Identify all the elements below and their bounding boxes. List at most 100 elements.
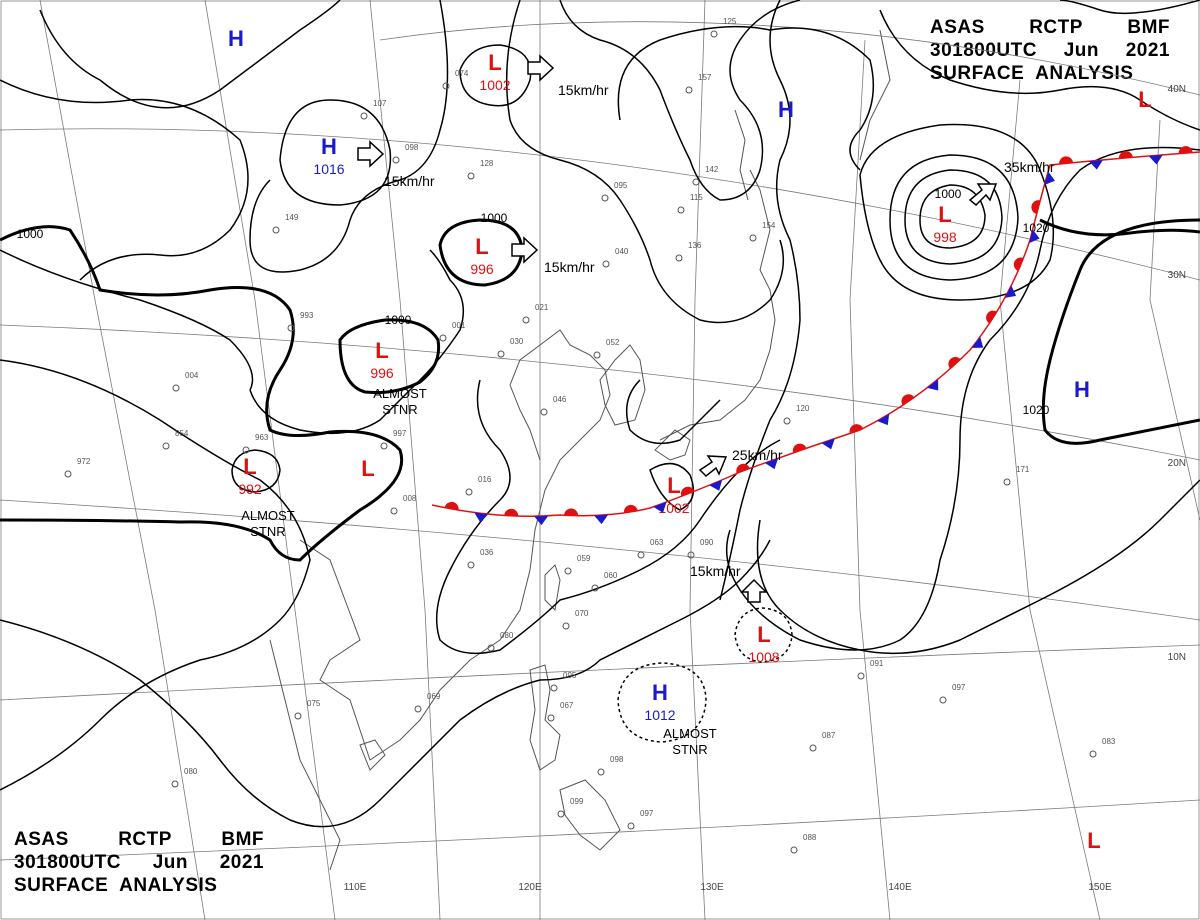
station-marker bbox=[162, 442, 170, 450]
warm-front-symbol bbox=[444, 501, 459, 511]
station-value: 069 bbox=[427, 692, 441, 701]
station-marker bbox=[627, 822, 635, 830]
station-value: 095 bbox=[563, 671, 577, 680]
station-marker bbox=[562, 622, 570, 630]
meridian bbox=[689, 0, 706, 920]
header-line-3: SURFACE ANALYSIS bbox=[14, 874, 264, 897]
station-value: 095 bbox=[614, 181, 628, 190]
map-annotations: 110E 120E 130E 140E 150E 40N 30N 20N 10N 1000 1000… bbox=[17, 17, 1193, 893]
lat-label: 40N bbox=[1168, 84, 1186, 95]
coast-kamchatka bbox=[859, 29, 891, 161]
isobar-label: 1020 bbox=[1023, 221, 1050, 235]
station-value: 083 bbox=[1102, 737, 1116, 746]
warm-front-symbol bbox=[1118, 151, 1133, 159]
station-marker bbox=[171, 780, 179, 788]
station-marker bbox=[1089, 750, 1097, 758]
coast-philippines-south bbox=[559, 779, 621, 851]
station-value: 171 bbox=[1016, 465, 1030, 474]
high-center-letter: H bbox=[1074, 377, 1090, 402]
station-value: 021 bbox=[535, 303, 549, 312]
station-value: 046 bbox=[553, 395, 567, 404]
header-line-3: SURFACE ANALYSIS bbox=[930, 62, 1170, 85]
station-value: 008 bbox=[403, 494, 417, 503]
header-bottom-left: ASAS RCTP BMF 301800UTC Jun 2021 SURFACE… bbox=[14, 828, 264, 897]
warm-front-symbol bbox=[901, 394, 915, 406]
stationary-front bbox=[431, 151, 1200, 517]
station-marker bbox=[242, 446, 250, 454]
station-marker bbox=[591, 584, 599, 592]
motion-note: STNR bbox=[250, 524, 285, 539]
isobar-1008 bbox=[734, 607, 793, 663]
lon-label: 150E bbox=[1088, 882, 1112, 893]
isobar-1020-arc bbox=[1039, 218, 1200, 237]
pressure-value: 996 bbox=[370, 365, 394, 381]
station-marker bbox=[540, 408, 548, 416]
station-marker bbox=[442, 82, 450, 90]
isobar bbox=[625, 379, 721, 445]
high-center-letter: H bbox=[778, 97, 794, 122]
coast-taiwan bbox=[544, 564, 561, 612]
station-marker bbox=[564, 567, 572, 575]
station-value: 060 bbox=[604, 571, 618, 580]
station-marker bbox=[601, 194, 609, 202]
pressure-value: 1002 bbox=[479, 77, 510, 93]
station-value: 115 bbox=[690, 193, 703, 202]
warm-front-symbol bbox=[564, 508, 579, 516]
meridian bbox=[369, 0, 441, 920]
motion-note: ALMOST bbox=[663, 726, 717, 741]
station-marker bbox=[687, 551, 695, 559]
isobar bbox=[39, 0, 341, 109]
isobar bbox=[505, 0, 785, 324]
high-center-letter: H bbox=[228, 26, 244, 51]
station-value: 067 bbox=[560, 701, 574, 710]
motion-arrow-icon bbox=[968, 183, 998, 207]
station-value: 080 bbox=[500, 631, 514, 640]
warm-front-symbol bbox=[986, 310, 997, 324]
warm-front-symbol bbox=[736, 463, 750, 474]
meridian bbox=[849, 39, 891, 920]
low-center-letter: L bbox=[475, 234, 488, 259]
cold-front-symbol bbox=[653, 501, 667, 513]
speed-label: 15km/hr bbox=[690, 563, 741, 579]
high-center-letter: H bbox=[652, 680, 668, 705]
isobar-1020 bbox=[1041, 218, 1200, 445]
motion-note: ALMOST bbox=[373, 386, 427, 401]
lon-label: 110E bbox=[344, 882, 367, 893]
isobar-1000 bbox=[338, 318, 441, 394]
station-value: 075 bbox=[307, 699, 321, 708]
station-marker bbox=[557, 810, 565, 818]
station-marker bbox=[597, 768, 605, 776]
isobar bbox=[617, 25, 875, 171]
isobar bbox=[649, 462, 695, 511]
station-marker bbox=[414, 705, 422, 713]
meridian bbox=[39, 0, 206, 920]
station-marker bbox=[710, 30, 718, 38]
isobar bbox=[0, 79, 249, 281]
warm-front-symbol bbox=[849, 424, 864, 434]
high-center-letter: H bbox=[321, 134, 337, 159]
station-marker bbox=[272, 226, 280, 234]
isobar bbox=[1059, 0, 1200, 15]
cold-front-symbol bbox=[1089, 159, 1103, 170]
low-center-letter: L bbox=[243, 454, 256, 479]
isobar bbox=[435, 379, 781, 655]
station-value: 074 bbox=[455, 69, 469, 78]
speed-label: 15km/hr bbox=[558, 82, 609, 98]
header-year: 2021 bbox=[1125, 40, 1170, 61]
station-marker bbox=[497, 350, 505, 358]
coast-luzon bbox=[529, 664, 561, 771]
lat-label: 10N bbox=[1168, 652, 1186, 663]
station-value: 136 bbox=[688, 241, 702, 250]
isobar bbox=[559, 0, 801, 201]
header-year: 2021 bbox=[219, 852, 264, 873]
pressure-value: 992 bbox=[238, 481, 262, 497]
station-value: 088 bbox=[803, 833, 817, 842]
isobars bbox=[0, 0, 1200, 828]
parallel bbox=[0, 324, 1200, 461]
station-marker bbox=[392, 156, 400, 164]
isobar bbox=[249, 249, 465, 435]
warm-front-symbol bbox=[1059, 156, 1074, 165]
lon-label: 140E bbox=[888, 882, 912, 893]
station-marker bbox=[857, 672, 865, 680]
parallel bbox=[0, 644, 1200, 701]
